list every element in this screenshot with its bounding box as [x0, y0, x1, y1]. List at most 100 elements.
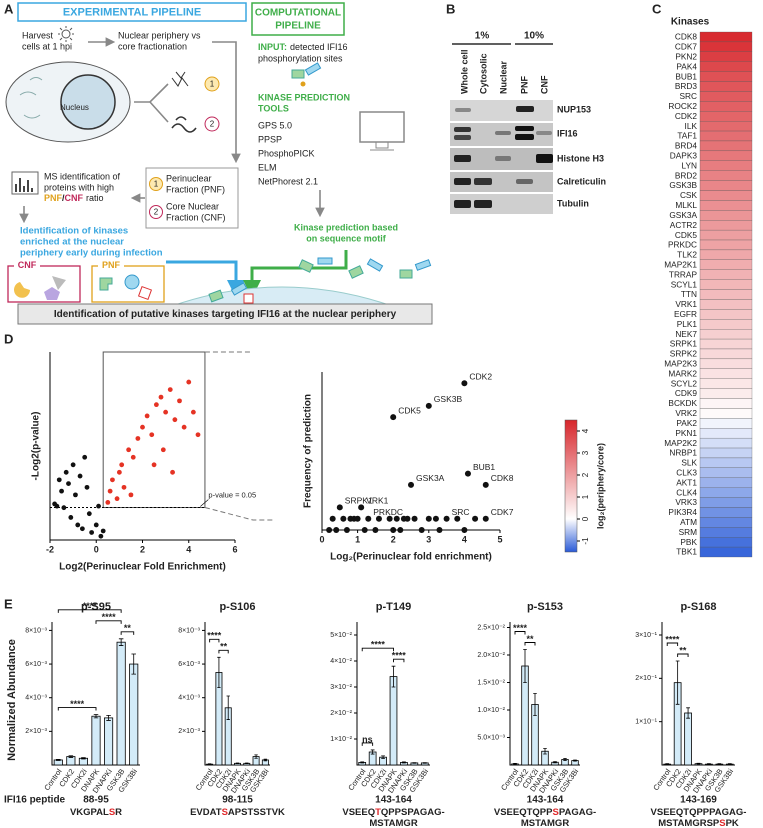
point	[186, 379, 192, 385]
zoom-guide	[204, 351, 275, 521]
row-label: MLKL	[675, 200, 697, 210]
significance-bracket	[209, 638, 220, 643]
row-label: SRPK1	[670, 339, 698, 349]
point	[354, 515, 361, 522]
error-bar	[696, 762, 701, 765]
point	[130, 454, 136, 460]
cell-label: Nucleus	[60, 103, 89, 112]
row-label: DAPK3	[670, 151, 698, 161]
colorbar-tick-label: 3	[581, 450, 590, 455]
error-bar	[553, 761, 557, 764]
blot	[450, 100, 553, 214]
point	[343, 527, 350, 533]
fraction-number: 2	[154, 208, 159, 217]
x-tick-label: 5	[497, 534, 502, 544]
point-label: GSK3B	[434, 394, 463, 404]
row-label: CLK4	[676, 487, 697, 497]
complex-icons	[208, 257, 432, 304]
axis-line	[509, 622, 580, 766]
fraction-text: Fraction (CNF)	[166, 212, 226, 222]
y-tick-label: 2×10⁻³	[178, 728, 200, 735]
error-bar	[226, 695, 230, 720]
computer-icon	[359, 111, 405, 151]
bar	[66, 756, 76, 766]
row-label: MAP2K2	[664, 438, 697, 448]
point	[411, 515, 418, 522]
error-bar	[263, 758, 268, 762]
chart-title: p-S106	[219, 601, 255, 613]
box-label: CNF	[18, 260, 37, 270]
point	[472, 515, 479, 522]
point	[190, 409, 196, 415]
peptide-range: 88-95	[83, 795, 109, 806]
step-text: MS identification of	[44, 171, 121, 181]
panel-label: B	[446, 1, 455, 16]
point	[172, 417, 178, 423]
protein-icon	[99, 277, 113, 291]
point	[98, 533, 104, 539]
y-tick-label: 6×10⁻³	[25, 661, 47, 668]
bar	[684, 712, 692, 766]
point	[358, 504, 365, 511]
error-bar	[360, 761, 365, 764]
x-tick-label: 2	[140, 544, 145, 554]
point	[443, 515, 450, 522]
heatmap-cell	[699, 101, 753, 112]
row-label: TRRAP	[669, 269, 698, 279]
row-label: ATM	[680, 517, 697, 527]
x-tick-label: 3	[426, 534, 431, 544]
sequence-segment: APSTSSTVK	[228, 807, 285, 818]
error-bar	[573, 759, 577, 762]
point	[135, 436, 141, 441]
tool: GPS 5.0	[258, 120, 292, 130]
row-label: MARK2	[668, 368, 697, 378]
motif-text: on sequence motif	[306, 233, 387, 243]
point	[167, 387, 173, 392]
heatmap-cell	[699, 71, 753, 82]
tool: PhosphoPICK	[258, 148, 315, 158]
header: COMPUTATIONAL	[255, 8, 341, 19]
conclusion-box	[17, 303, 433, 325]
heatmap-cell	[699, 358, 753, 369]
significance-label: ****	[371, 640, 386, 650]
heatmap-cell	[699, 249, 753, 260]
significance-label: ****	[83, 601, 98, 611]
ratio-text: PNF/CNF ratio	[44, 193, 104, 203]
input-text: phosphorylation sites	[258, 53, 343, 63]
fragment-icon	[171, 116, 197, 133]
point	[404, 515, 411, 522]
point	[59, 488, 64, 494]
point	[153, 402, 159, 408]
arrow	[134, 83, 169, 123]
error-bar	[81, 757, 86, 760]
error-bar	[717, 763, 722, 765]
row-label: NEK7	[675, 329, 697, 339]
point	[70, 462, 76, 468]
significance-bracket	[393, 658, 405, 663]
point	[68, 515, 74, 520]
motif-text: Kinase prediction based	[294, 222, 398, 232]
error-bar	[533, 693, 537, 716]
peptide-range: 98-115	[222, 795, 253, 806]
point	[163, 409, 169, 415]
fraction-text: Core Nuclear	[166, 201, 219, 211]
point	[75, 522, 81, 528]
point	[461, 380, 468, 387]
error-bar	[68, 755, 74, 758]
error-bar	[93, 714, 99, 719]
point-label: CDK5	[398, 405, 421, 415]
heatmap-cell	[699, 121, 753, 132]
point-label: CDK8	[491, 473, 514, 483]
tools-title: TOOLS	[258, 103, 289, 113]
significance-label: **	[124, 623, 132, 633]
colorbar-tick-label: 0	[581, 516, 590, 521]
peptide-sequence: VSEEQTQPPSPAGAG-	[494, 807, 596, 818]
result-text: Identification of kinases	[20, 226, 128, 237]
error-bar	[106, 714, 111, 721]
step-text: cells at 1 hpi	[22, 41, 72, 51]
point	[326, 527, 333, 533]
tool: NetPhorest 2.1	[258, 176, 318, 186]
y-axis-label: Normalized Abundance	[6, 639, 18, 761]
sequence-segment: S	[719, 818, 725, 828]
significance-label: ****	[207, 631, 222, 641]
